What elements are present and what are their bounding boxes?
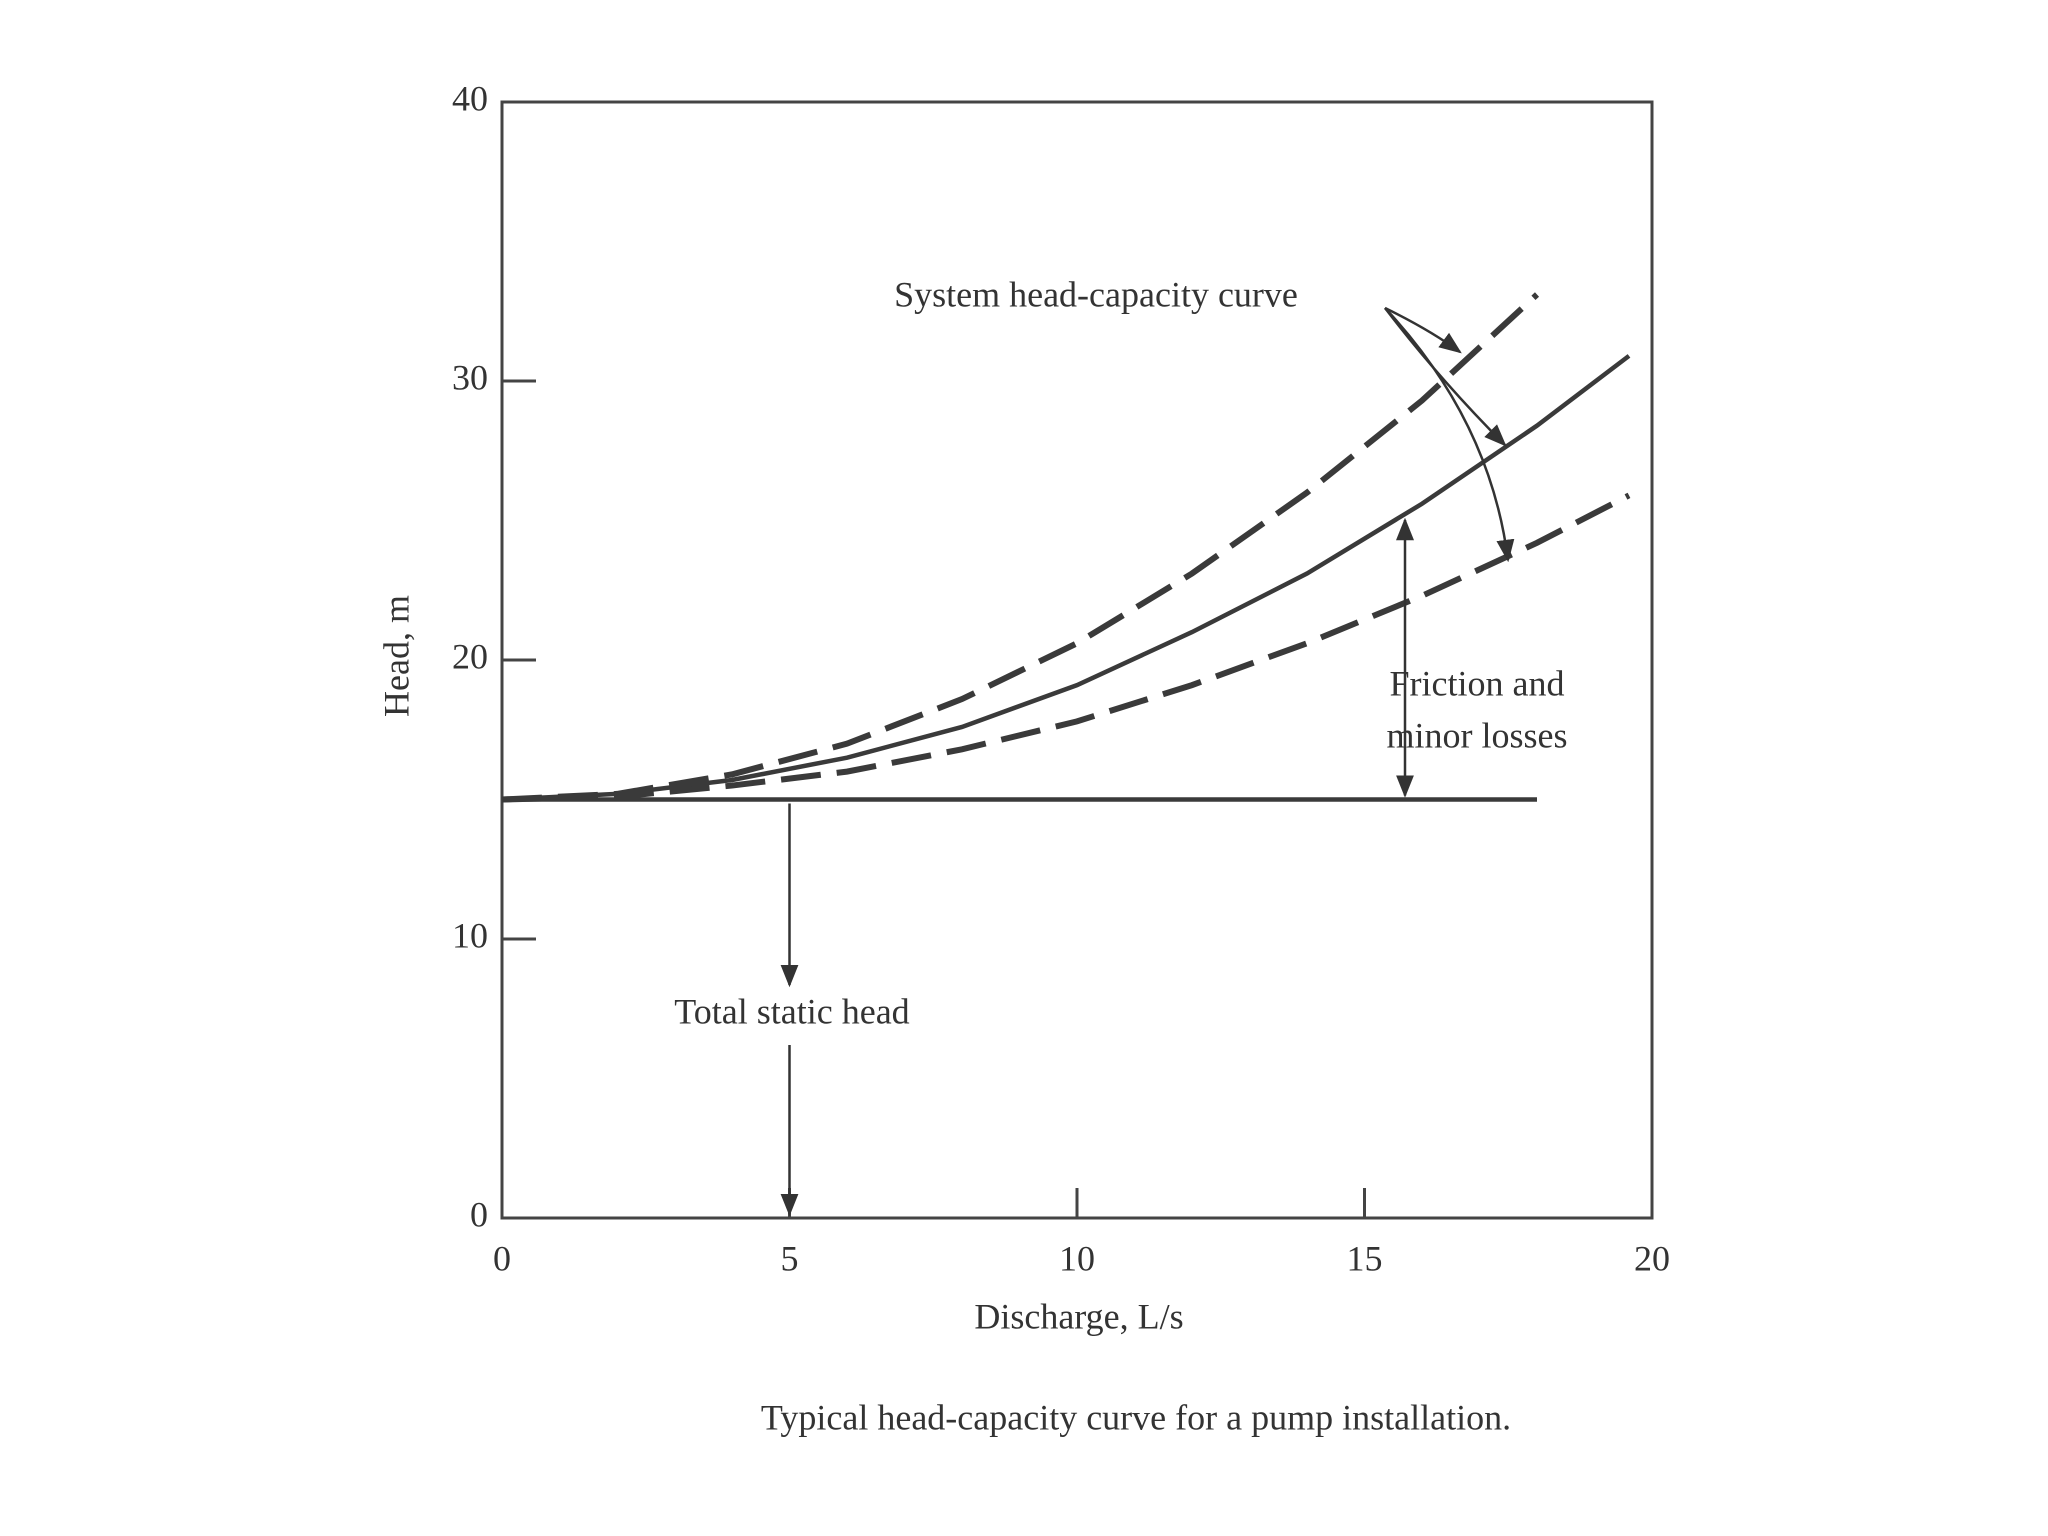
series-line [501,492,1631,803]
annotation: minor losses [1386,715,1567,755]
caption: Typical head-capacity curve for a pump i… [761,1397,1511,1437]
annotation: Friction and [1390,663,1565,703]
y-tick-label: 30 [452,357,488,397]
y-tick-label: 10 [452,915,488,955]
x-tick-label: 10 [1059,1238,1095,1278]
x-tick-label: 15 [1347,1238,1383,1278]
annotation-bg [620,993,965,1037]
annotation: System head-capacity curve [894,274,1298,314]
y-tick-label: 20 [452,636,488,676]
series-line [501,292,1540,803]
x-tick-label: 20 [1634,1238,1670,1278]
pointer-arrow [1384,307,1507,447]
x-tick-label: 5 [781,1238,799,1278]
x-tick-label: 0 [493,1238,511,1278]
plot-frame [500,100,1654,1220]
pointer-arrow [1384,307,1515,563]
annotation: Total static head [674,991,909,1031]
series-line [501,354,1631,802]
x-axis-label: Discharge, L/s [974,1296,1183,1336]
pointer-arrow [1384,306,1462,354]
y-tick-label: 0 [470,1194,488,1234]
y-axis-label: Head, m [376,595,416,717]
y-tick-label: 40 [452,78,488,118]
